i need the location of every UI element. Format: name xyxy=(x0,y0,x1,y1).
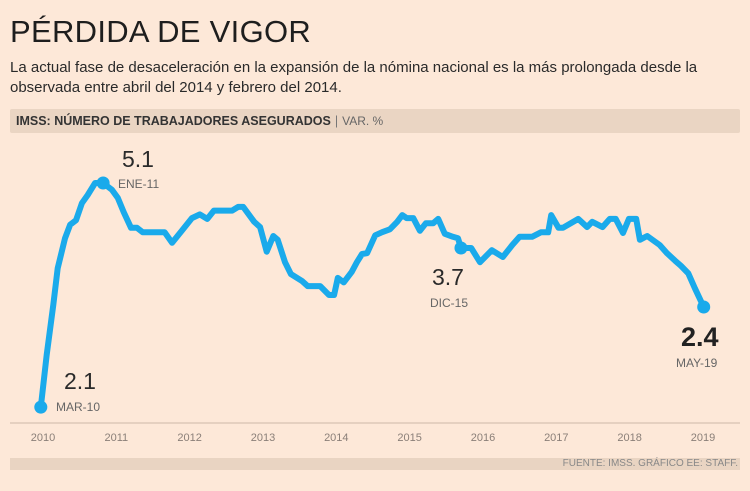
x-tick-label: 2013 xyxy=(251,432,275,444)
x-tick-label: 2012 xyxy=(177,432,201,444)
x-tick-label: 2011 xyxy=(105,432,129,444)
annotation-value-dic15: 3.7 xyxy=(432,264,464,290)
source-bar: FUENTE: IMSS. GRÁFICO EE: STAFF. xyxy=(10,458,740,470)
x-tick-label: 2010 xyxy=(31,432,55,444)
page-title: PÉRDIDA DE VIGOR xyxy=(10,14,312,49)
data-point-marker xyxy=(454,241,468,255)
x-tick-label: 2015 xyxy=(397,432,421,444)
chart-unit: VAR. % xyxy=(342,114,384,128)
data-point-marker xyxy=(96,176,110,190)
annotation-label-mar10: MAR-10 xyxy=(56,400,101,414)
x-tick-label: 2017 xyxy=(544,432,568,444)
separator: | xyxy=(334,114,339,128)
chart-label: IMSS: NÚMERO DE TRABAJADORES ASEGURADOS xyxy=(16,114,331,128)
x-tick-label: 2016 xyxy=(471,432,495,444)
source-text: FUENTE: IMSS. GRÁFICO EE: STAFF. xyxy=(562,458,738,469)
x-tick-label: 2019 xyxy=(691,432,715,444)
annotation-label-ene11: ENE-11 xyxy=(118,177,160,191)
x-tick-label: 2018 xyxy=(617,432,641,444)
chart-header-bar: IMSS: NÚMERO DE TRABAJADORES ASEGURADOS |… xyxy=(10,109,740,133)
series-line xyxy=(37,180,707,411)
annotation-label-may19: MAY-19 xyxy=(676,356,718,370)
annotation-value-mar10: 2.1 xyxy=(64,368,96,394)
annotation-value-may19: 2.4 xyxy=(681,322,719,352)
subtitle: La actual fase de desaceleración en la e… xyxy=(10,59,698,96)
x-tick-label: 2014 xyxy=(324,432,348,444)
data-point-marker xyxy=(697,300,711,314)
data-point-marker xyxy=(34,400,48,414)
annotation-value-ene11: 5.1 xyxy=(122,146,154,172)
annotation-label-dic15: DIC-15 xyxy=(430,296,469,310)
